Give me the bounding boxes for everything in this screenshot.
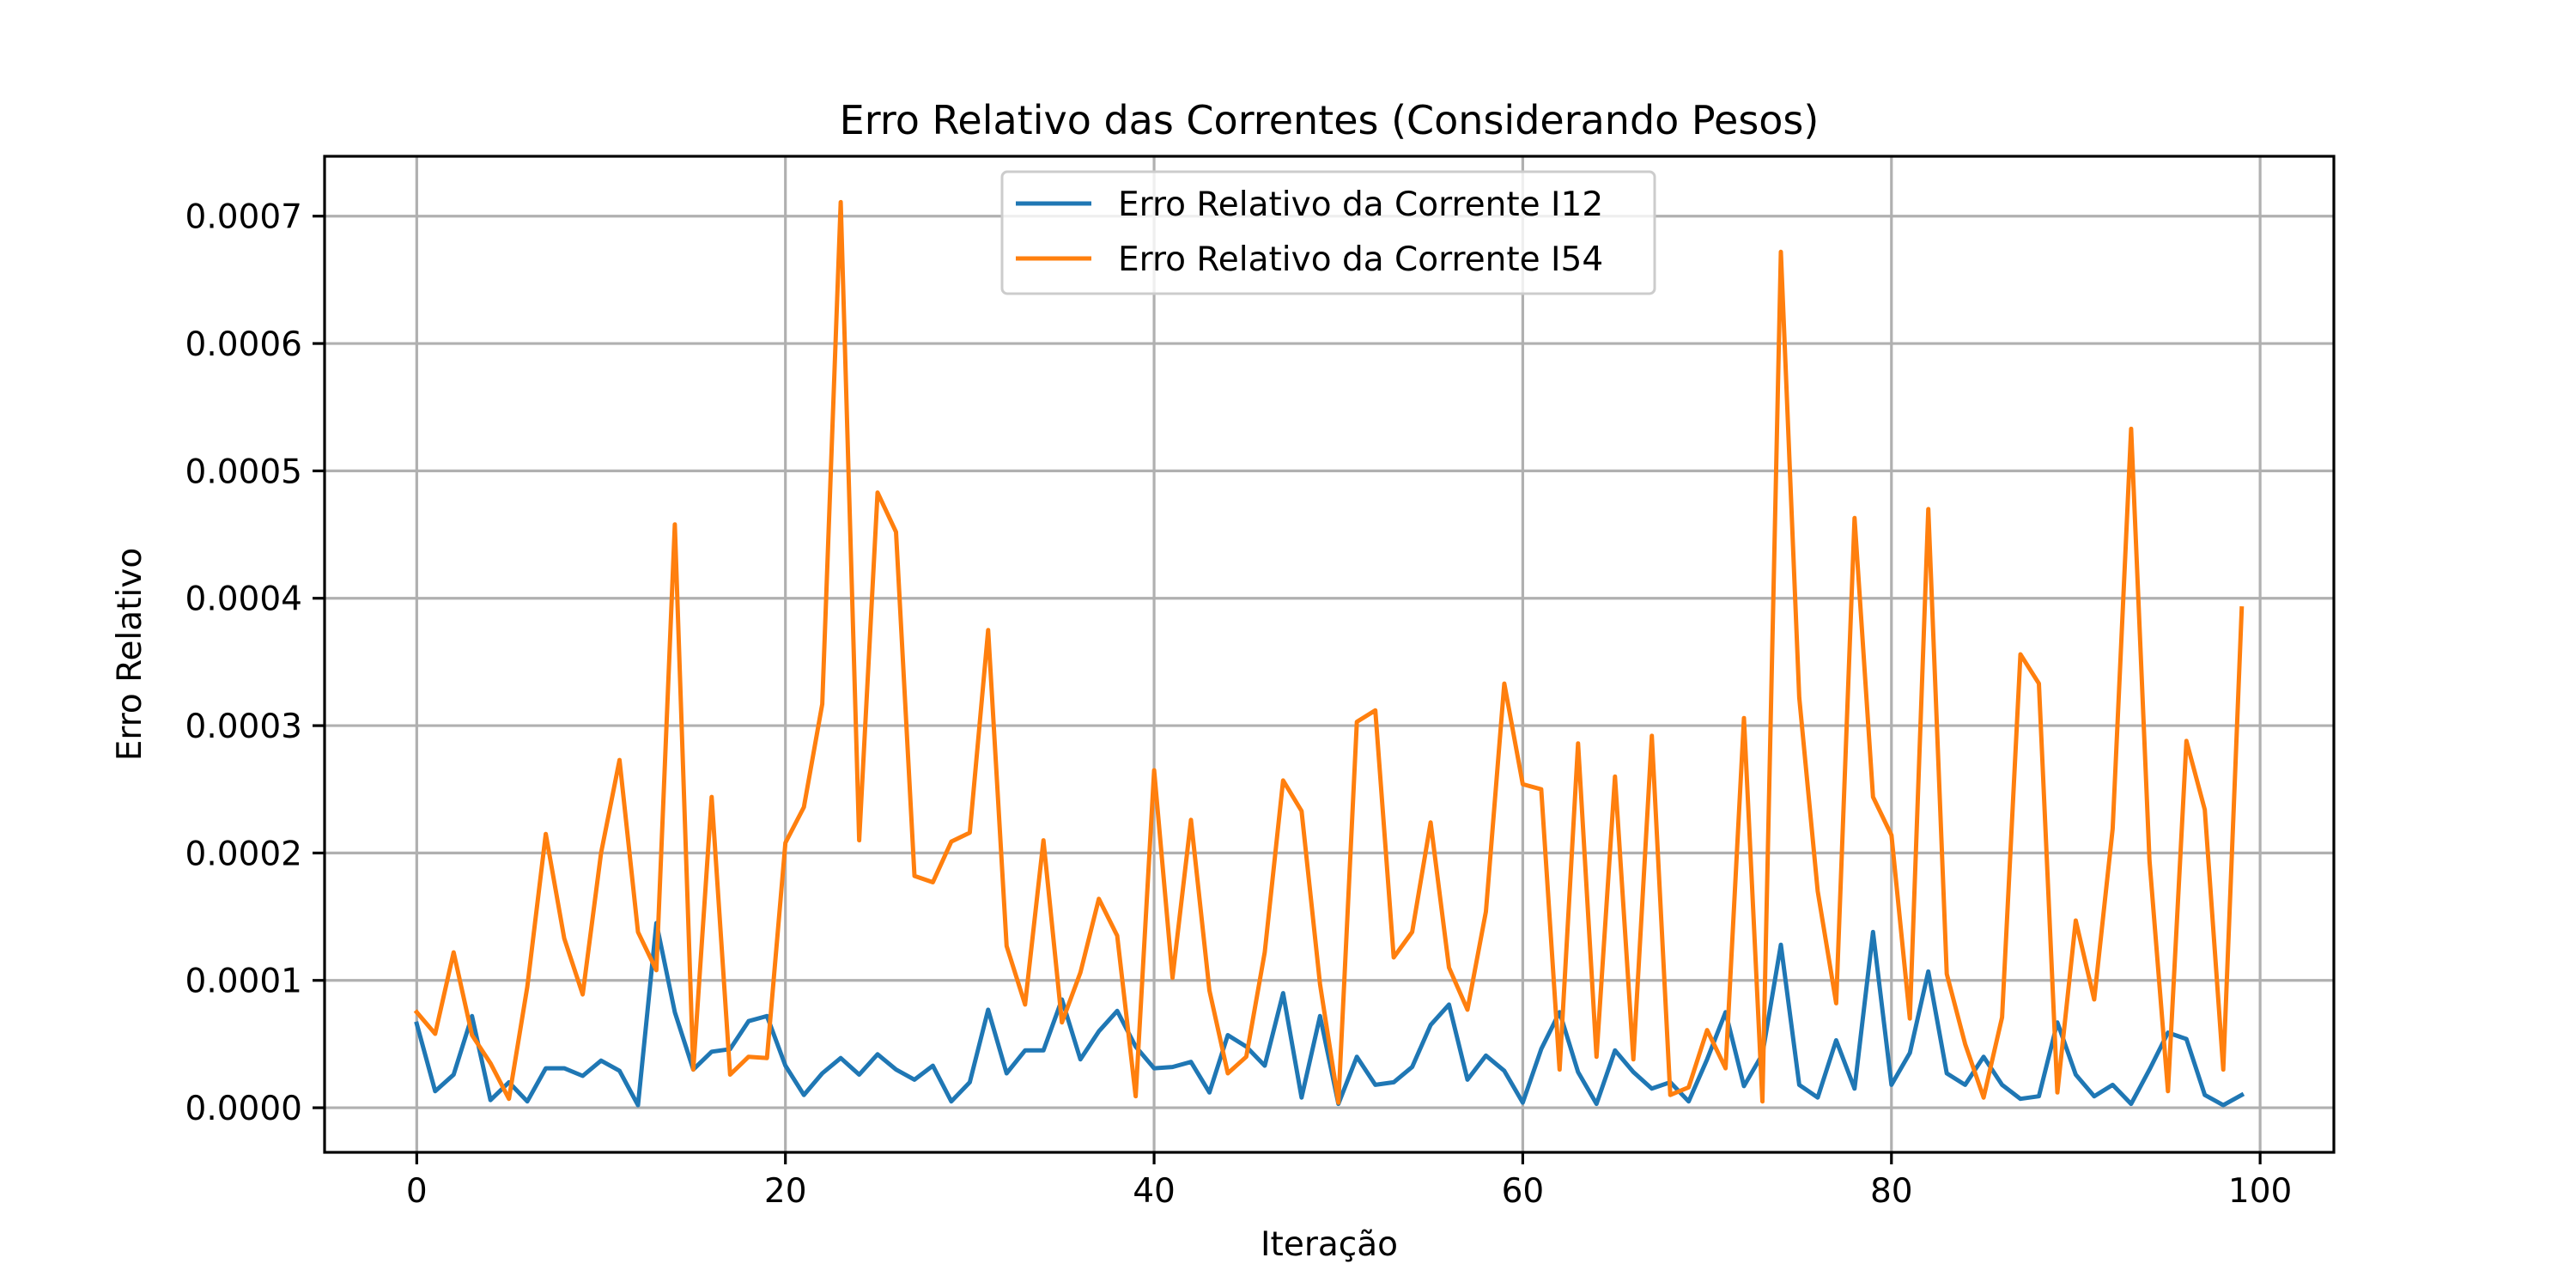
y-tick-label: 0.0002 <box>185 835 302 873</box>
y-tick-label: 0.0007 <box>185 198 302 237</box>
x-axis-title: Iteração <box>1261 1225 1398 1264</box>
legend-box <box>1000 170 1656 295</box>
legend: Erro Relativo da Corrente I12 Erro Relat… <box>1000 170 1656 295</box>
series-layer <box>413 199 2245 1108</box>
plot-frame <box>323 155 2336 1154</box>
x-tick-label: 100 <box>2228 1172 2292 1211</box>
series-line-i12 <box>414 920 2245 1108</box>
x-tick-label: 80 <box>1870 1172 1913 1211</box>
x-tick-label: 20 <box>764 1172 807 1211</box>
y-tick-label: 0.0001 <box>185 963 302 1001</box>
chart-title: Erro Relativo das Correntes (Considerand… <box>840 97 1820 143</box>
y-tick-label: 0.0006 <box>185 325 302 364</box>
x-tick-label: 40 <box>1133 1172 1176 1211</box>
x-tick-label: 60 <box>1502 1172 1545 1211</box>
legend-label-i54: Erro Relativo da Corrente I54 <box>1118 240 1603 279</box>
y-tick-label: 0.0004 <box>185 580 302 619</box>
y-tick-label: 0.0005 <box>185 453 302 491</box>
ticks: 0 20 40 60 80 100 0.0000 0.0001 0.0002 0.0003 0.00… <box>185 198 2293 1211</box>
y-tick-label: 0.0000 <box>185 1090 302 1128</box>
series-line-i54 <box>413 199 2245 1105</box>
legend-label-i12: Erro Relativo da Corrente I12 <box>1118 185 1603 224</box>
y-tick-label: 0.0003 <box>185 708 302 746</box>
y-axis-title: Erro Relativo <box>111 548 149 762</box>
x-tick-label: 0 <box>406 1172 428 1211</box>
